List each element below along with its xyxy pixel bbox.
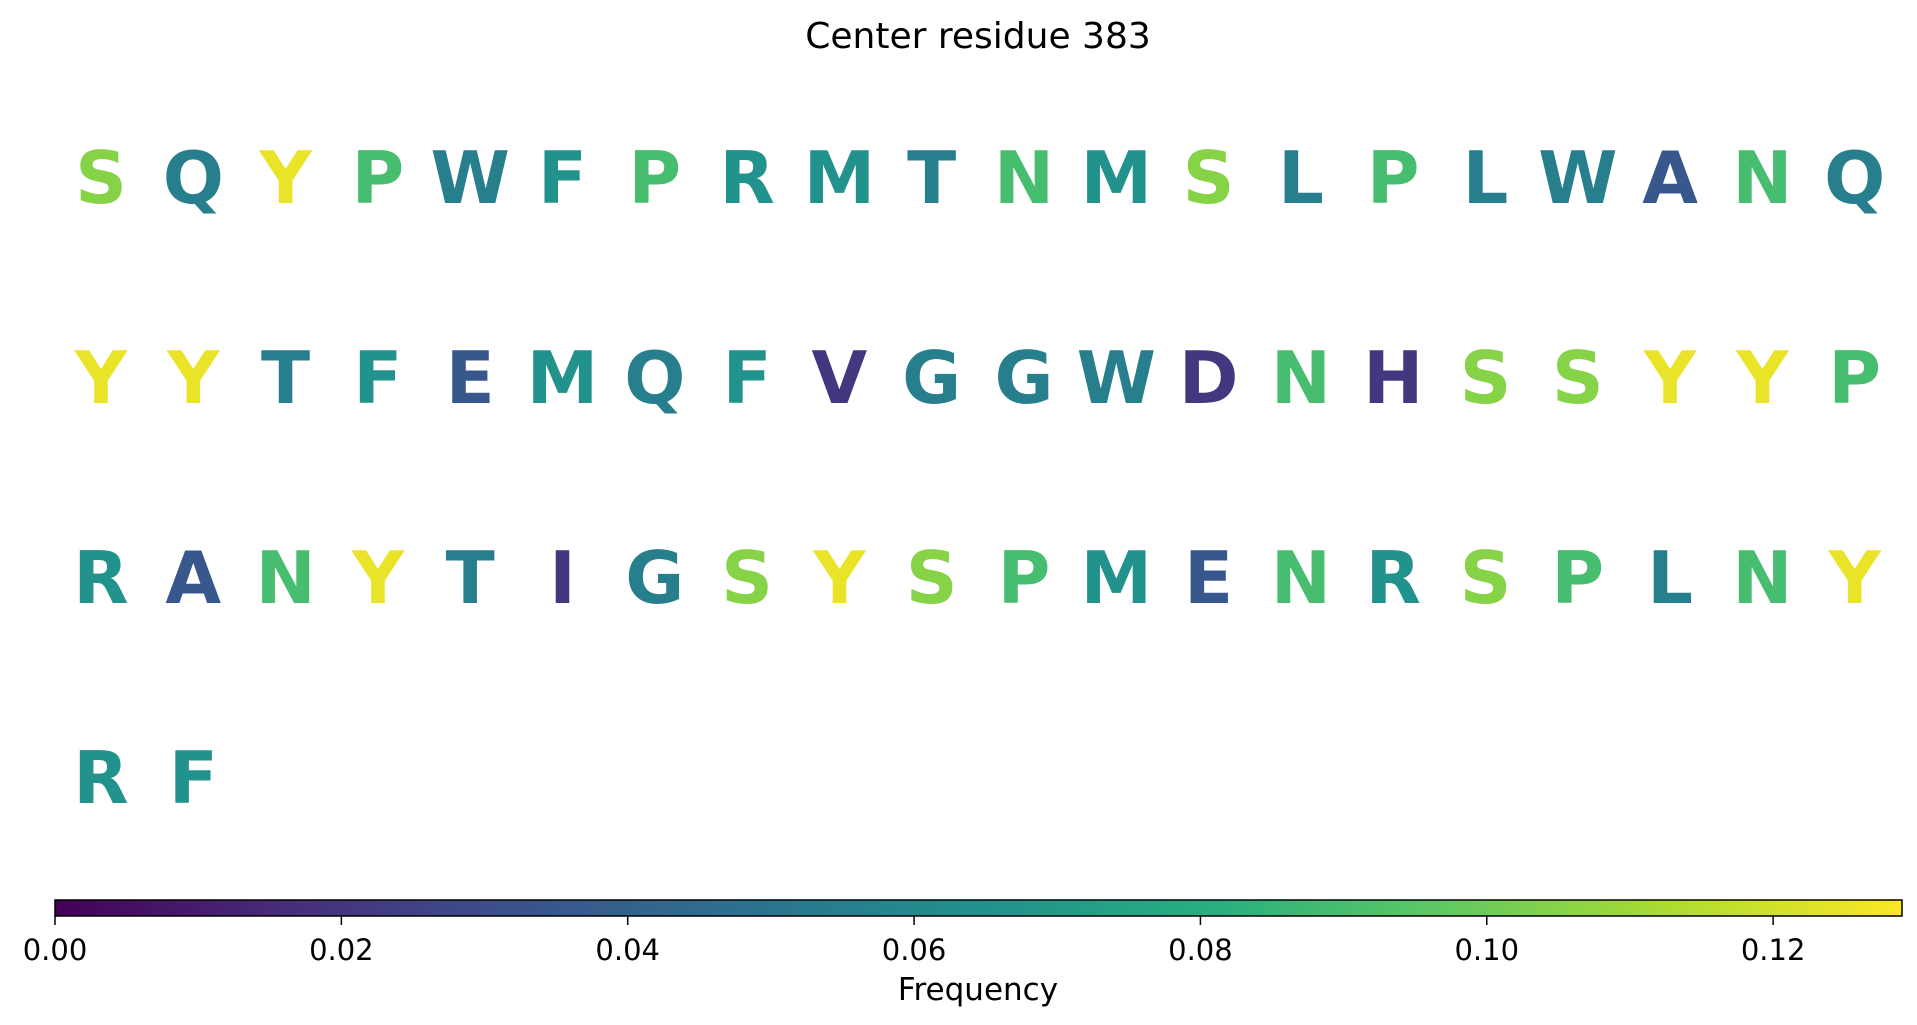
- colorbar-label: Frequency: [898, 972, 1058, 1008]
- residue-letter: P: [1367, 136, 1420, 220]
- residue-letter: Y: [74, 336, 128, 420]
- residue-letter: Y: [812, 536, 866, 620]
- residue-letter: G: [625, 536, 684, 620]
- residue-letter: M: [1080, 536, 1152, 620]
- residue-letter: N: [994, 136, 1054, 220]
- chart-title: Center residue 383: [805, 16, 1151, 57]
- colorbar-ticks: 0.00 0.02 0.04 0.06 0.08 0.10 0.12: [23, 916, 1806, 967]
- residue-letter: S: [721, 536, 773, 620]
- residue-letter: P: [628, 136, 681, 220]
- residue-letter: W: [430, 136, 509, 220]
- residue-letter: L: [1463, 136, 1509, 220]
- residue-letter: R: [73, 736, 128, 820]
- residue-letter: F: [169, 736, 218, 820]
- residue-letter: T: [446, 536, 495, 620]
- residue-letter: G: [902, 336, 961, 420]
- residue-letter: T: [907, 136, 956, 220]
- residue-letter: Y: [1643, 336, 1697, 420]
- colorbar-tick-label: 0.08: [1168, 933, 1233, 967]
- residue-letter: Y: [166, 336, 220, 420]
- residue-letter: N: [255, 536, 315, 620]
- residue-letter: W: [1077, 336, 1156, 420]
- residue-letter: Y: [1828, 536, 1882, 620]
- residue-letter: M: [527, 336, 599, 420]
- residue-letter: E: [1184, 536, 1233, 620]
- residue-letter: N: [1732, 536, 1792, 620]
- residue-letter: S: [1460, 336, 1512, 420]
- residue-letter: L: [1647, 536, 1693, 620]
- residue-letter: Q: [163, 136, 224, 220]
- residue-letter: P: [1551, 536, 1604, 620]
- colorbar-tick-label: 0.10: [1454, 933, 1519, 967]
- residue-letter: L: [1278, 136, 1324, 220]
- residue-letter: P: [998, 536, 1051, 620]
- residue-letter: H: [1363, 336, 1423, 420]
- residue-letter: S: [906, 536, 958, 620]
- colorbar: 0.00 0.02 0.04 0.06 0.08 0.10 0.12 Frequency: [23, 899, 1903, 1008]
- residue-letter: A: [1642, 136, 1698, 220]
- colorbar-gradient: [54, 899, 1903, 917]
- colorbar-tick-label: 0.02: [309, 933, 374, 967]
- residue-letter: G: [994, 336, 1053, 420]
- colorbar-tick-label: 0.06: [882, 933, 947, 967]
- residue-grid: S Q Y P W F P R M T N M S L P L W A N QY Y T F E M Q F V G G W D N H S S Y Y P…: [73, 136, 1885, 820]
- residue-letter: F: [353, 336, 402, 420]
- residue-letter: S: [1552, 336, 1604, 420]
- residue-letter: S: [1460, 536, 1512, 620]
- colorbar-tick-label: 0.00: [23, 933, 88, 967]
- residue-letter: R: [73, 536, 128, 620]
- colorbar-tick-label: 0.04: [595, 933, 660, 967]
- residue-letter: Y: [351, 536, 405, 620]
- residue-letter: F: [723, 336, 772, 420]
- residue-letter: Y: [259, 136, 313, 220]
- residue-letter: M: [804, 136, 876, 220]
- residue-letter: S: [75, 136, 127, 220]
- residue-letter: V: [812, 336, 868, 420]
- residue-letter: R: [1365, 536, 1420, 620]
- residue-letter: R: [719, 136, 774, 220]
- residue-letter: S: [1183, 136, 1235, 220]
- colorbar-tick-label: 0.12: [1741, 933, 1806, 967]
- residue-letter: Y: [1735, 336, 1789, 420]
- residue-letter: I: [549, 536, 576, 620]
- residue-letter: N: [1271, 536, 1331, 620]
- residue-letter: F: [538, 136, 587, 220]
- residue-letter: W: [1538, 136, 1617, 220]
- residue-letter: Q: [624, 336, 685, 420]
- residue-letter: E: [446, 336, 495, 420]
- residue-letter: Q: [1824, 136, 1885, 220]
- residue-letter: N: [1271, 336, 1331, 420]
- residue-letter: A: [165, 536, 221, 620]
- residue-letter: P: [352, 136, 405, 220]
- residue-letter: T: [261, 336, 310, 420]
- residue-letter: N: [1732, 136, 1792, 220]
- residue-letter: P: [1828, 336, 1881, 420]
- residue-letter: M: [1080, 136, 1152, 220]
- residue-letter: D: [1179, 336, 1239, 420]
